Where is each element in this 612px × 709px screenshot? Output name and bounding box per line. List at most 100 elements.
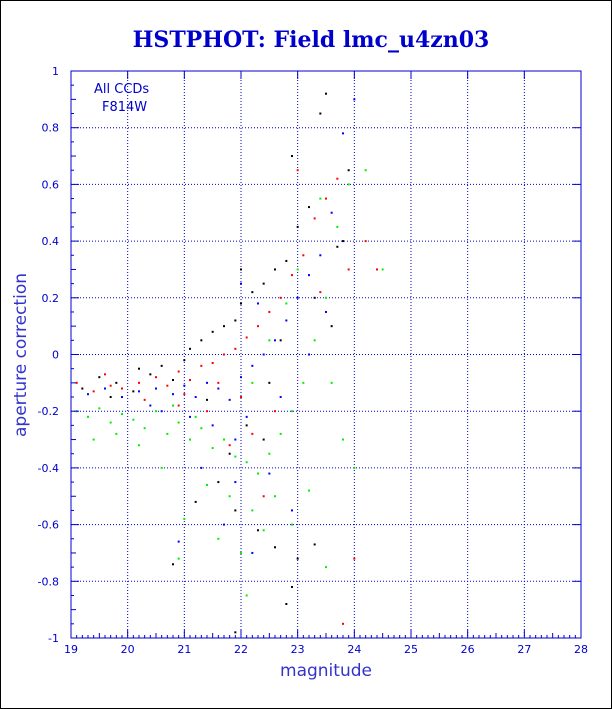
data-point [138, 367, 140, 370]
data-point [200, 339, 203, 342]
data-point [166, 432, 169, 435]
data-point [291, 410, 293, 413]
data-point [325, 296, 327, 299]
data-point [234, 438, 237, 441]
data-point [274, 268, 276, 271]
data-point [336, 225, 339, 228]
data-point [353, 466, 356, 469]
data-point [302, 254, 305, 257]
data-point [319, 112, 322, 115]
data-point [194, 415, 197, 418]
data-point [223, 325, 225, 328]
annotation-ccds: All CCDs [94, 82, 149, 97]
data-point [262, 495, 265, 498]
data-point [211, 362, 214, 365]
data-point [342, 240, 344, 243]
data-point [285, 319, 288, 322]
data-point [223, 438, 225, 441]
data-point [149, 404, 152, 407]
data-point [177, 557, 180, 560]
data-point [189, 415, 191, 418]
data-point [177, 421, 180, 424]
data-point [104, 387, 106, 390]
data-point [138, 444, 140, 447]
data-point [155, 376, 157, 379]
data-point [268, 381, 271, 384]
data-point [251, 509, 254, 512]
data-point [274, 410, 276, 413]
data-point [115, 432, 118, 435]
data-point [160, 410, 163, 413]
data-point [149, 373, 152, 376]
data-point [92, 438, 95, 441]
data-point [342, 438, 344, 441]
data-point [115, 381, 118, 384]
data-point [342, 132, 344, 135]
data-point [189, 379, 191, 382]
data-point [291, 509, 293, 512]
data-point [98, 407, 101, 410]
data-point [364, 240, 367, 243]
data-point [138, 381, 140, 384]
data-point [143, 427, 146, 430]
data-point [109, 384, 112, 387]
data-point [177, 370, 180, 373]
data-point [257, 472, 259, 475]
x-tick-label: 26 [461, 643, 475, 656]
data-point [245, 594, 248, 597]
data-point [183, 384, 186, 387]
data-point [291, 585, 293, 588]
annotation-filter: F814W [102, 100, 147, 115]
data-point [217, 537, 220, 540]
data-point [189, 438, 191, 441]
data-point [353, 557, 356, 560]
data-point [234, 455, 237, 458]
data-point [177, 540, 180, 543]
data-point [121, 413, 123, 416]
y-axis-ticks: -1 -0.8 -0.6 -0.4 -0.2 0 0.2 0.4 0.6 0.8 1 [38, 65, 581, 645]
data-point [234, 319, 237, 322]
data-point [92, 390, 95, 393]
data-point [217, 481, 220, 484]
data-point [347, 169, 350, 172]
data-point [132, 390, 135, 393]
data-point [160, 364, 163, 367]
y-tick-label: 0.2 [42, 292, 60, 305]
x-tick-label: 22 [234, 643, 248, 656]
data-point [330, 325, 333, 328]
data-point [291, 155, 293, 158]
x-tick-label: 19 [64, 643, 78, 656]
x-tick-label: 25 [404, 643, 418, 656]
data-point [200, 466, 203, 469]
data-point [251, 551, 254, 554]
data-point [155, 410, 157, 413]
data-point [268, 310, 271, 313]
data-point [245, 336, 248, 339]
data-point [296, 557, 299, 560]
data-point [234, 347, 237, 350]
data-point [206, 483, 208, 486]
data-point [87, 415, 89, 418]
data-point [296, 225, 299, 228]
data-point [308, 206, 310, 209]
data-point [240, 396, 242, 399]
data-point [296, 268, 299, 271]
data-point [279, 339, 282, 342]
data-point [109, 421, 112, 424]
data-point [234, 481, 237, 484]
data-point [251, 291, 254, 294]
data-point [279, 432, 282, 435]
data-point [325, 92, 327, 95]
x-tick-label: 27 [517, 643, 531, 656]
data-point [376, 268, 378, 271]
data-point [228, 444, 231, 447]
data-point [234, 509, 237, 512]
data-point [87, 393, 89, 396]
data-point [166, 384, 169, 387]
data-point [172, 563, 174, 566]
data-point [279, 296, 282, 299]
data-point [194, 500, 197, 503]
data-point [240, 376, 242, 379]
data-point [200, 427, 203, 430]
data-point [183, 393, 186, 396]
